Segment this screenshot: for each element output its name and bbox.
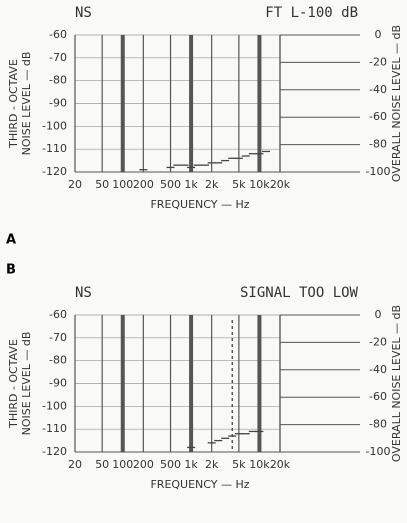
x-tick-label: 20 — [68, 178, 82, 191]
y2-tick-label: -20 — [369, 55, 387, 68]
x-tick-label: 1k — [184, 178, 198, 191]
y2-tick-label: -100 — [366, 445, 391, 458]
y-tick-label: -80 — [49, 354, 67, 367]
x-tick-label: 10k — [249, 178, 270, 191]
y-tick-label: -90 — [49, 377, 67, 390]
x-tick-label: 200 — [133, 458, 154, 471]
annotation: FT L-100 dB — [265, 5, 358, 21]
x-tick-label: 500 — [160, 178, 181, 191]
y2-tick-label: -60 — [369, 390, 387, 403]
x-tick-label: 20k — [270, 178, 291, 191]
y-tick-label: -60 — [49, 308, 67, 321]
y-axis-label: THIRD - OCTAVE — [7, 339, 20, 429]
y-tick-label: -70 — [49, 51, 67, 64]
x-axis-label: FREQUENCY — Hz — [150, 198, 249, 211]
y-axis-label: THIRD - OCTAVE — [7, 59, 20, 149]
x-tick-label: 50 — [95, 178, 109, 191]
y2-tick-label: -100 — [366, 165, 391, 178]
chart-title: NS — [75, 5, 92, 21]
y-tick-label: -120 — [42, 165, 67, 178]
y2-axis-label: OVERALL NOISE LEVEL — dB — [390, 305, 403, 462]
y2-tick-label: -80 — [369, 138, 387, 151]
y2-axis-label: OVERALL NOISE LEVEL — dB — [390, 25, 403, 182]
y-tick-label: -100 — [42, 399, 67, 412]
y-tick-label: -80 — [49, 74, 67, 87]
chart-title: NS — [75, 285, 92, 301]
x-axis-label: FREQUENCY — Hz — [150, 478, 249, 491]
x-tick-label: 50 — [95, 458, 109, 471]
y-tick-label: -120 — [42, 445, 67, 458]
y-axis-label: NOISE LEVEL — dB — [20, 332, 33, 436]
y2-tick-label: 0 — [375, 308, 382, 321]
x-tick-label: 5k — [232, 458, 246, 471]
panel-label: A — [6, 233, 16, 248]
y-tick-label: -90 — [49, 97, 67, 110]
x-tick-label: 2k — [205, 178, 219, 191]
x-tick-label: 200 — [133, 178, 154, 191]
y-axis-label: NOISE LEVEL — dB — [20, 52, 33, 156]
y-tick-label: -70 — [49, 331, 67, 344]
y-tick-label: -100 — [42, 119, 67, 132]
x-tick-label: 100 — [112, 178, 133, 191]
y2-tick-label: 0 — [375, 28, 382, 41]
y2-tick-label: -20 — [369, 335, 387, 348]
x-tick-label: 5k — [232, 178, 246, 191]
x-tick-label: 10k — [249, 458, 270, 471]
y-tick-label: -110 — [42, 422, 67, 435]
x-tick-label: 20 — [68, 458, 82, 471]
x-tick-label: 20k — [270, 458, 291, 471]
panel-label: B — [6, 263, 16, 278]
y-tick-label: -60 — [49, 28, 67, 41]
y2-tick-label: -40 — [369, 363, 387, 376]
y-tick-label: -110 — [42, 142, 67, 155]
y2-tick-label: -60 — [369, 110, 387, 123]
x-tick-label: 2k — [205, 458, 219, 471]
y2-tick-label: -40 — [369, 83, 387, 96]
annotation: SIGNAL TOO LOW — [240, 285, 359, 301]
x-tick-label: 500 — [160, 458, 181, 471]
y2-tick-label: -80 — [369, 418, 387, 431]
x-tick-label: 1k — [184, 458, 198, 471]
x-tick-label: 100 — [112, 458, 133, 471]
